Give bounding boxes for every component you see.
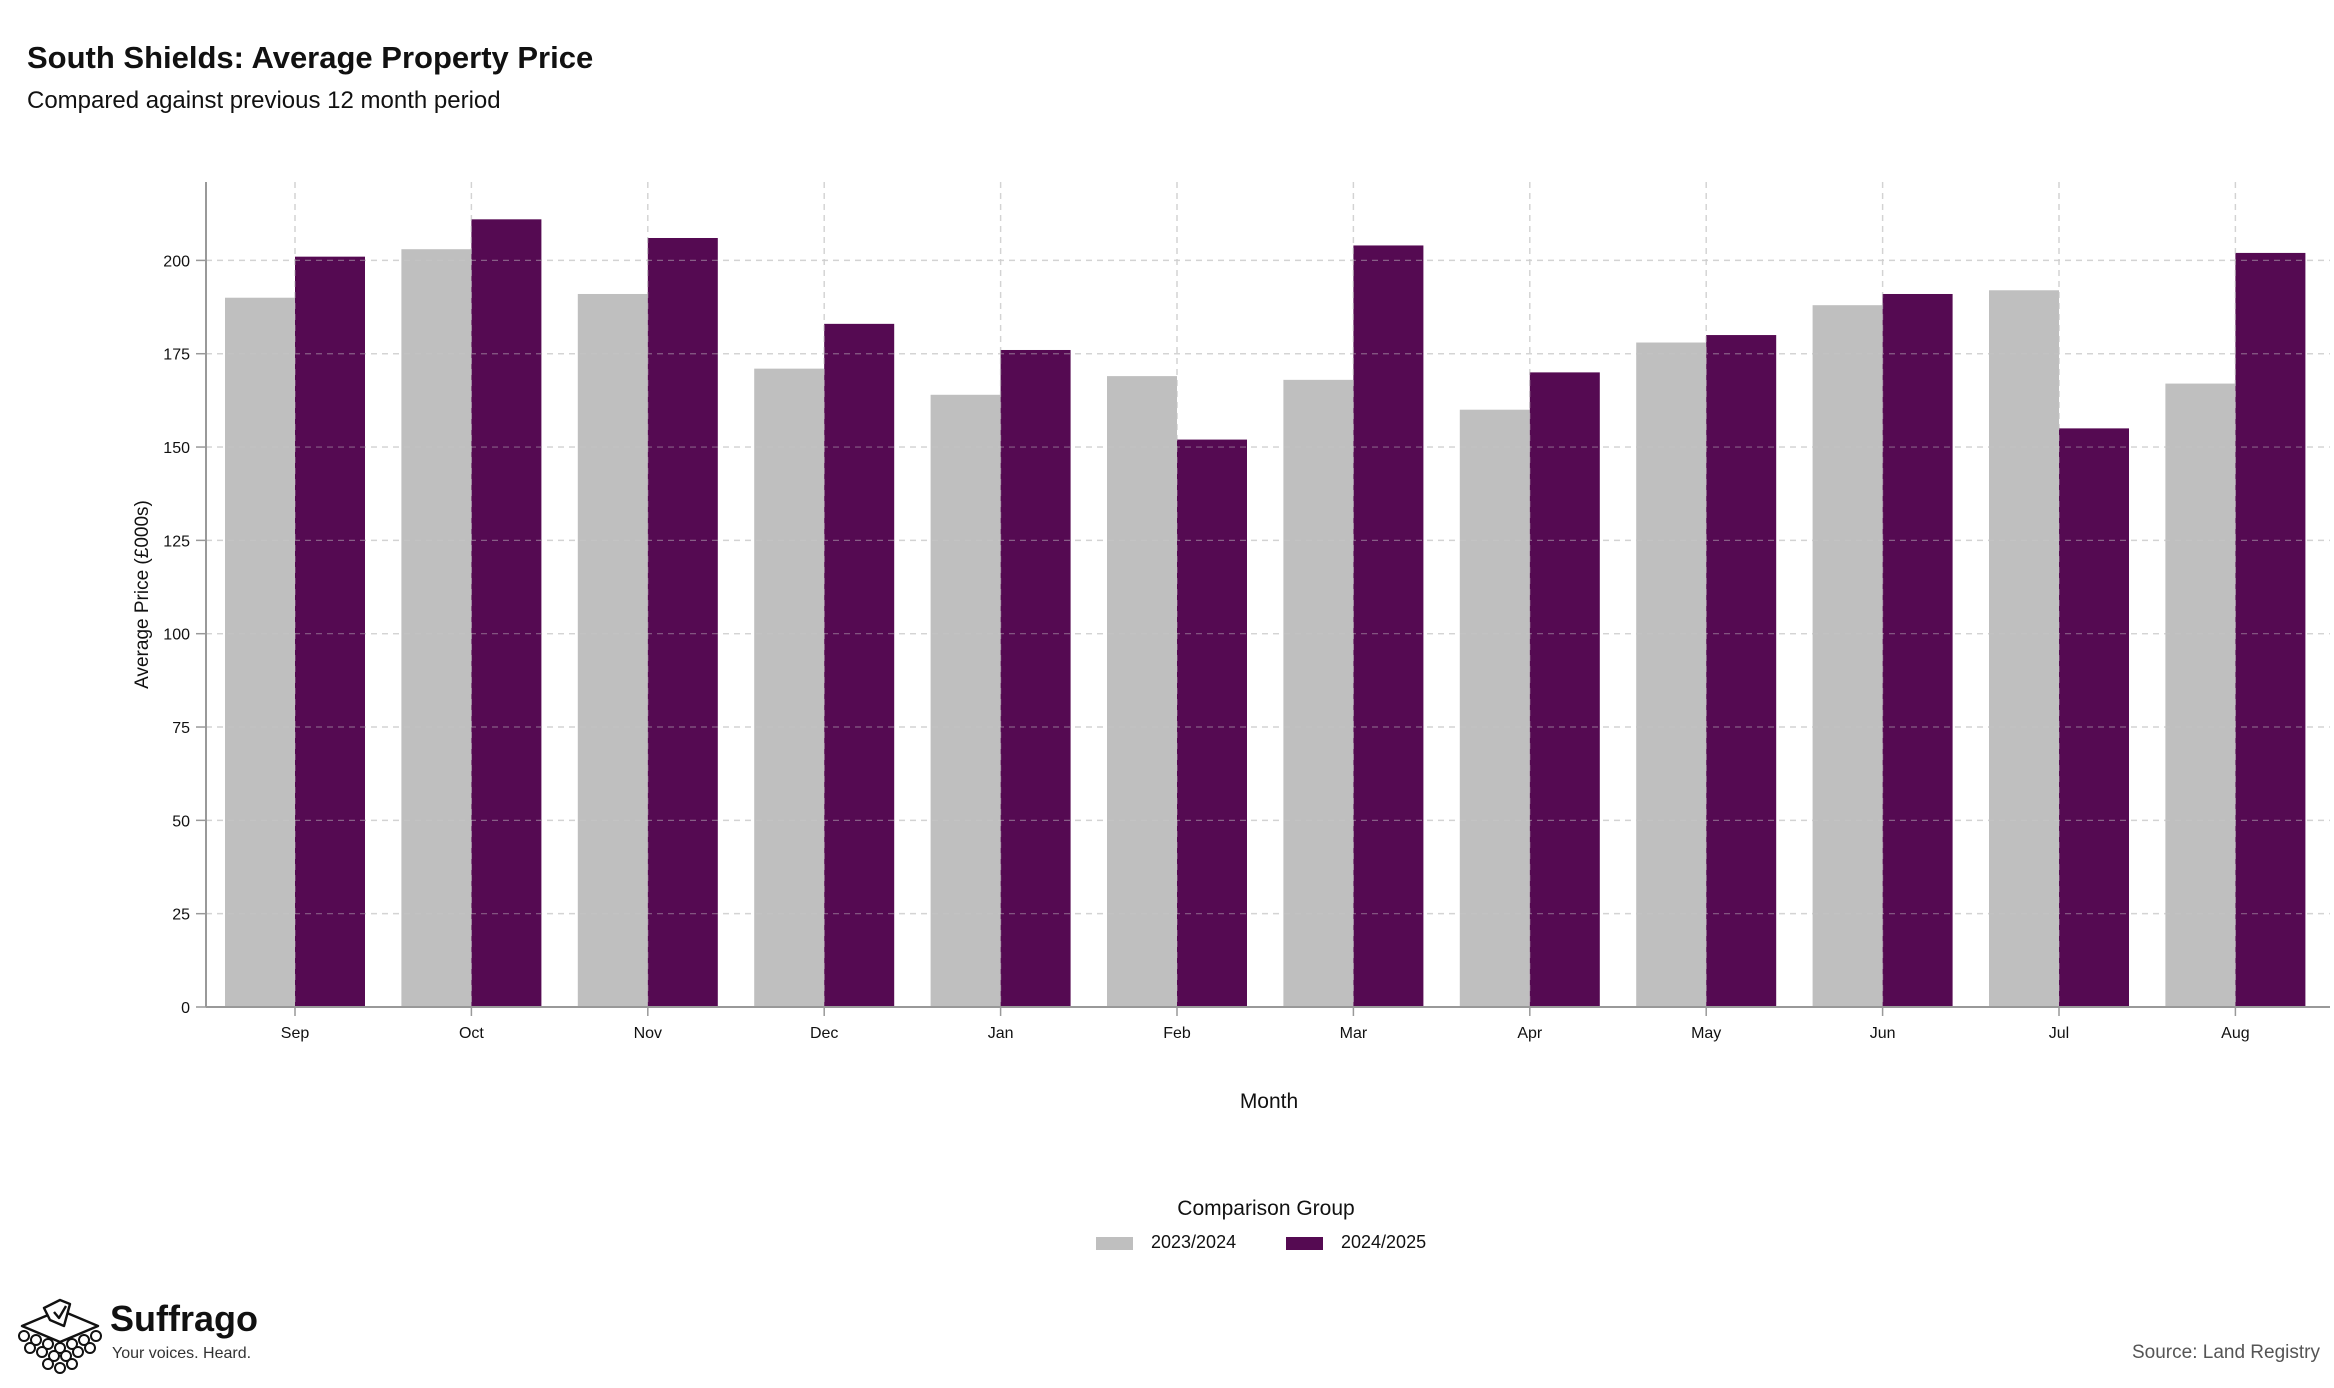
y-tick-label: 50 bbox=[172, 813, 190, 830]
bar-2023-2024-aug bbox=[2165, 383, 2236, 1007]
x-tick-label: Oct bbox=[459, 1025, 484, 1042]
chart-axes bbox=[196, 182, 2330, 1016]
x-axis-ticks: Sep Oct Nov Dec Jan Feb Mar Apr May Jun Jul Aug bbox=[281, 1025, 2250, 1042]
y-axis-ticks: 0 25 50 75 100 125 150 175 200 bbox=[163, 253, 190, 1017]
y-tick-label: 75 bbox=[172, 720, 190, 737]
bar-2024-2025-dec bbox=[824, 323, 895, 1007]
x-tick-label: Nov bbox=[634, 1025, 662, 1042]
bar-2024-2025-apr bbox=[1529, 372, 1600, 1007]
bar-2024-2025-may bbox=[1706, 335, 1777, 1007]
bar-2023-2024-oct bbox=[401, 249, 472, 1007]
chart-subtitle: Compared against previous 12 month perio… bbox=[27, 87, 501, 114]
y-tick-label: 0 bbox=[181, 1000, 190, 1017]
y-tick-label: 150 bbox=[163, 440, 190, 457]
legend-label: 2023/2024 bbox=[1151, 1232, 1237, 1252]
x-tick-label: Aug bbox=[2221, 1025, 2249, 1042]
bar-2023-2024-sep bbox=[225, 297, 295, 1007]
brand-tagline: Your voices. Heard. bbox=[112, 1345, 252, 1362]
chart-title: South Shields: Average Property Price bbox=[27, 40, 594, 75]
x-tick-label: Dec bbox=[810, 1025, 838, 1042]
bar-2023-2024-apr bbox=[1459, 409, 1530, 1007]
x-tick-label: Jun bbox=[1870, 1025, 1896, 1042]
bar-2024-2025-feb bbox=[1177, 439, 1247, 1007]
legend-swatch bbox=[1286, 1236, 1323, 1250]
bar-2023-2024-dec bbox=[754, 368, 825, 1007]
bar-2024-2025-nov bbox=[647, 237, 718, 1007]
bar-2023-2024-feb bbox=[1107, 376, 1177, 1007]
legend-title: Comparison Group bbox=[1177, 1197, 1355, 1220]
bar-2024-2025-oct bbox=[471, 219, 542, 1007]
chart-bars bbox=[206, 182, 2330, 1007]
y-tick-label: 175 bbox=[163, 347, 190, 364]
x-tick-label: Mar bbox=[1340, 1025, 1368, 1042]
ballot-box-icon bbox=[18, 1298, 102, 1374]
x-tick-label: Sep bbox=[281, 1025, 310, 1042]
bar-chart: 0 25 50 75 100 125 150 175 200 Sep Oct Nov Dec Jan Fe… bbox=[132, 182, 2330, 1113]
bar-2024-2025-jun bbox=[1882, 293, 1953, 1007]
bar-2024-2025-aug bbox=[2235, 252, 2306, 1007]
bar-2023-2024-jan bbox=[930, 394, 1001, 1007]
source-note: Source: Land Registry bbox=[2132, 1342, 2320, 1363]
x-tick-label: May bbox=[1691, 1025, 1721, 1042]
bar-2023-2024-mar bbox=[1283, 379, 1354, 1007]
legend-item-2023-2024: 2023/2024 bbox=[1096, 1232, 1236, 1253]
y-tick-label: 100 bbox=[163, 627, 190, 644]
y-tick-label: 125 bbox=[163, 533, 190, 550]
x-tick-label: Jan bbox=[988, 1025, 1014, 1042]
bar-2024-2025-sep bbox=[295, 256, 365, 1007]
x-tick-label: Apr bbox=[1517, 1025, 1543, 1042]
bar-2023-2024-nov bbox=[577, 293, 648, 1007]
bar-2024-2025-jan bbox=[1000, 349, 1071, 1007]
y-axis-label: Average Price (£000s) bbox=[132, 500, 153, 689]
bar-2024-2025-mar bbox=[1353, 245, 1424, 1007]
legend-item-2024-2025: 2024/2025 bbox=[1286, 1232, 1426, 1253]
bar-2023-2024-jul bbox=[1989, 290, 2059, 1007]
bar-2023-2024-may bbox=[1636, 342, 1707, 1007]
y-tick-label: 25 bbox=[172, 907, 190, 924]
x-axis-label: Month bbox=[1240, 1090, 1298, 1113]
y-tick-label: 200 bbox=[163, 253, 190, 270]
bar-2023-2024-jun bbox=[1812, 305, 1883, 1007]
x-tick-label: Feb bbox=[1163, 1025, 1191, 1042]
brand-name: Suffrago bbox=[110, 1298, 258, 1339]
legend-label: 2024/2025 bbox=[1341, 1232, 1427, 1252]
legend-swatch bbox=[1096, 1236, 1133, 1250]
bar-2024-2025-jul bbox=[2059, 428, 2129, 1007]
x-tick-label: Jul bbox=[2049, 1025, 2069, 1042]
